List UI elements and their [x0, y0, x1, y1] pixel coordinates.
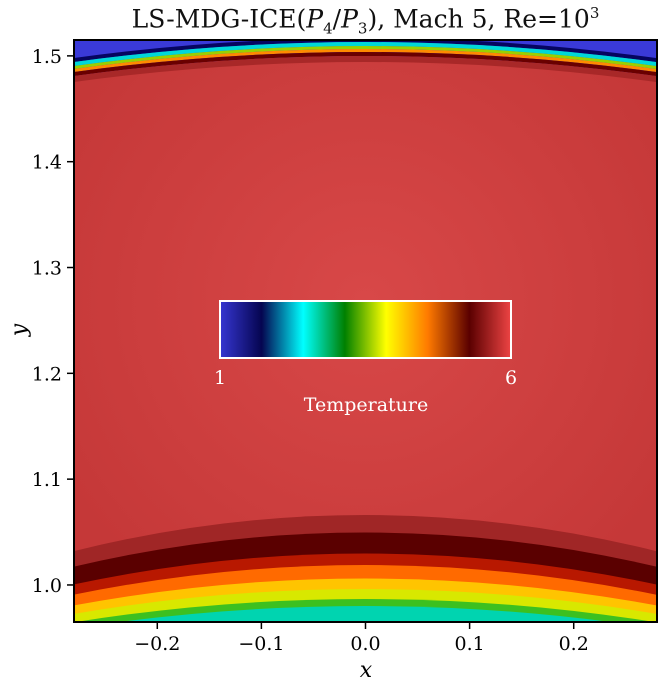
x-tick-label: 0.2: [559, 633, 589, 655]
x-axis-ticks: −0.2 −0.1 0.0 0.1 0.2: [134, 622, 589, 655]
y-tick-label: 1.3: [32, 258, 62, 280]
x-tick-label: −0.1: [238, 633, 284, 655]
colorbar-bar: [219, 300, 512, 359]
x-tick-label: 0.1: [454, 633, 484, 655]
contour-field: [74, 40, 657, 622]
x-tick-label: 0.0: [350, 633, 380, 655]
y-tick-label: 1.1: [32, 469, 62, 491]
y-tick-label: 1.2: [32, 363, 62, 385]
y-tick-label: 1.4: [32, 152, 62, 174]
chart-title: LS-MDG-ICE(P4/P3), Mach 5, Re=103: [131, 4, 600, 38]
colorbar-min-label: 1: [214, 367, 226, 389]
x-tick-label: −0.2: [134, 633, 180, 655]
y-tick-label: 1.0: [32, 575, 62, 597]
x-axis-label: x: [360, 658, 373, 683]
y-axis-ticks: 1.0 1.1 1.2 1.3 1.4 1.5: [32, 46, 74, 597]
bow-shock: [74, 42, 657, 67]
colorbar: 1 6 Temperature: [214, 300, 517, 416]
y-tick-label: 1.5: [32, 46, 62, 68]
colorbar-label: Temperature: [304, 394, 428, 416]
y-axis-label: y: [7, 323, 32, 337]
colorbar-max-label: 6: [505, 367, 517, 389]
